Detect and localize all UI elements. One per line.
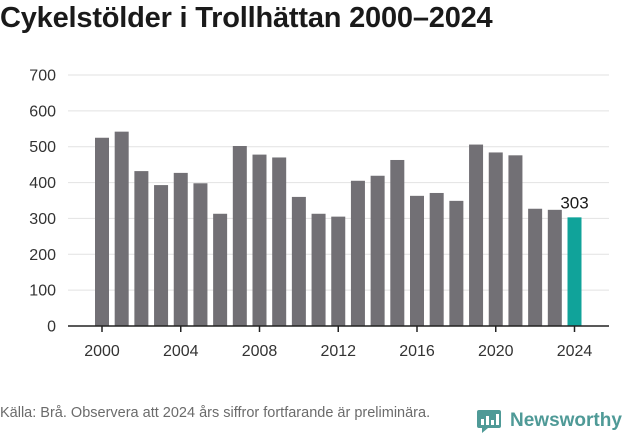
bar-2020 — [488, 152, 503, 326]
bar-2017 — [429, 192, 444, 326]
bar-2019 — [469, 144, 484, 326]
bar-2001 — [114, 131, 129, 326]
bar-2016 — [410, 195, 424, 326]
x-tick-label: 2020 — [478, 343, 514, 360]
bar-2005 — [193, 183, 208, 326]
x-tick-label: 2012 — [320, 343, 356, 360]
bar-2002 — [134, 171, 149, 326]
x-tick-label: 2016 — [399, 343, 435, 360]
bar-2009 — [272, 157, 287, 326]
bar-2023 — [547, 209, 562, 326]
bar-2011 — [311, 213, 326, 326]
bar-2018 — [449, 200, 464, 326]
y-tick-label: 0 — [47, 319, 56, 336]
newsworthy-logo-icon — [477, 410, 501, 433]
bars — [95, 131, 582, 326]
bar-2022 — [528, 208, 543, 326]
bar-2008 — [252, 154, 267, 326]
y-tick-label: 400 — [29, 175, 56, 192]
x-tick-label: 2008 — [242, 343, 278, 360]
y-tick-label: 600 — [29, 103, 56, 120]
bar-2003 — [154, 185, 169, 326]
bar-2014 — [370, 175, 385, 326]
brand-name: Newsworthy — [510, 410, 622, 431]
y-tick-label: 300 — [29, 211, 56, 228]
bar-2007 — [232, 145, 247, 326]
bar-2010 — [291, 196, 306, 326]
bar-2012 — [331, 216, 346, 326]
brand-logo: Newsworthy — [476, 408, 622, 434]
source-note: Källa: Brå. Observera att 2024 års siffr… — [0, 405, 431, 421]
bar-2004 — [173, 172, 188, 326]
chart-title: Cykelstölder i Trollhättan 2000–2024 — [0, 2, 493, 34]
y-axis-ticks: 0 100 200 300 400 500 600 700 — [29, 68, 56, 336]
data-labels: 303 — [560, 193, 588, 212]
bar-2013 — [350, 180, 365, 326]
bar-2000 — [95, 137, 109, 326]
y-tick-label: 100 — [29, 283, 56, 300]
highlight-value-label: 303 — [560, 193, 588, 212]
y-tick-label: 700 — [29, 68, 56, 85]
x-tick-label: 2004 — [163, 343, 199, 360]
x-axis-ticks: 2000 2004 2008 2012 2016 2020 2024 — [84, 326, 592, 360]
y-tick-label: 500 — [29, 139, 56, 156]
bar-2021 — [508, 155, 523, 326]
bar-2015 — [390, 159, 405, 326]
x-tick-label: 2024 — [557, 343, 593, 360]
y-tick-label: 200 — [29, 247, 56, 264]
x-tick-label: 2000 — [84, 343, 120, 360]
bar-2024 — [567, 217, 582, 326]
bar-2006 — [213, 213, 228, 326]
